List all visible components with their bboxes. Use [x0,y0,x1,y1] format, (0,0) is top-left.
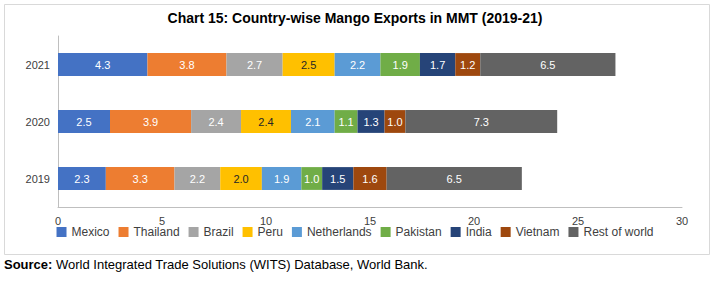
svg-text:3.3: 3.3 [133,173,148,185]
svg-text:10: 10 [259,214,273,227]
svg-text:Rest of world: Rest of world [583,225,653,239]
svg-text:1.7: 1.7 [430,59,445,71]
svg-text:Vietnam: Vietnam [516,225,560,239]
svg-text:2.2: 2.2 [190,173,205,185]
svg-text:1.2: 1.2 [460,59,475,71]
svg-text:Pakistan: Pakistan [396,225,442,239]
svg-text:2021: 2021 [26,59,50,71]
svg-text:Mexico: Mexico [72,225,110,239]
svg-text:Netherlands: Netherlands [307,225,372,239]
svg-text:2020: 2020 [26,116,50,128]
svg-text:2.2: 2.2 [350,59,365,71]
svg-text:Chart 15: Country-wise Mango E: Chart 15: Country-wise Mango Exports in … [168,10,543,26]
svg-text:6.5: 6.5 [447,173,462,185]
svg-text:5: 5 [158,214,166,227]
svg-text:Brazil: Brazil [204,225,234,239]
svg-text:2.5: 2.5 [301,59,316,71]
svg-text:15: 15 [363,214,377,227]
svg-text:Peru: Peru [258,225,283,239]
svg-text:1.0: 1.0 [387,116,402,128]
svg-text:1.3: 1.3 [363,116,378,128]
svg-text:2.7: 2.7 [247,59,262,71]
svg-text:Thailand: Thailand [134,225,180,239]
svg-text:1.0: 1.0 [304,173,319,185]
svg-text:1.6: 1.6 [362,173,377,185]
svg-text:2.4: 2.4 [208,116,223,128]
svg-text:7.3: 7.3 [474,116,489,128]
svg-text:2.5: 2.5 [76,116,91,128]
svg-text:2.1: 2.1 [305,116,320,128]
svg-text:3.9: 3.9 [143,116,158,128]
svg-text:25: 25 [572,215,584,227]
svg-text:0: 0 [55,215,61,227]
svg-text:2019: 2019 [26,173,50,185]
svg-text:2.4: 2.4 [258,116,273,128]
svg-text:30: 30 [676,215,688,227]
svg-text:2.3: 2.3 [74,173,89,185]
svg-text:World Integrated Trade Solutio: World Integrated Trade Solutions (WITS) … [52,257,427,272]
svg-text:2.0: 2.0 [233,173,248,185]
svg-text:1.1: 1.1 [338,116,353,128]
svg-text:1.5: 1.5 [330,173,345,185]
svg-text:India: India [466,225,492,239]
svg-text:20: 20 [467,214,481,227]
svg-text:1.9: 1.9 [274,173,289,185]
svg-text:4.3: 4.3 [95,59,110,71]
svg-text:Source:: Source: [4,257,52,272]
svg-text:1.9: 1.9 [393,59,408,71]
svg-text:3.8: 3.8 [179,59,194,71]
svg-text:6.5: 6.5 [540,59,555,71]
